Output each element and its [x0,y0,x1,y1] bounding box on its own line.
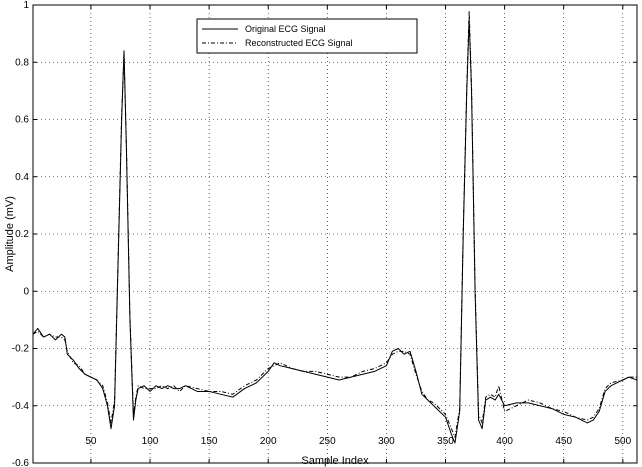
series-line-original [32,18,638,444]
x-tick-label: 100 [142,436,159,447]
y-tick-label: 0.4 [15,172,29,183]
series-line-reconstructed [32,10,637,438]
x-tick-label: 350 [437,436,454,447]
y-tick-label: -0.2 [12,344,30,355]
x-tick-label: 50 [85,436,97,447]
ticks: 50 100 150 200 250 300 350 400 450 500 -0.6 -0.4 -0.… [12,0,637,467]
x-tick-label: 450 [555,436,572,447]
x-tick-label: 250 [319,436,336,447]
y-tick-label: -0.4 [12,401,30,412]
y-tick-label: -0.6 [12,458,30,467]
x-axis-title: Sample Index [301,455,369,467]
y-tick-label: 0.8 [15,57,29,68]
y-tick-label: 0.6 [15,115,29,126]
grid [33,4,637,464]
x-tick-label: 150 [201,436,218,447]
legend: Original ECG Signal Reconstructed ECG Si… [196,18,418,54]
y-axis-title: Amplitude (mV) [4,196,16,272]
legend-box [196,18,418,54]
y-tick-label: 0 [23,286,29,297]
legend-label-original: Original ECG Signal [245,24,326,34]
x-tick-label: 200 [260,436,277,447]
y-tick-label: 1 [23,0,29,11]
x-tick-label: 500 [614,436,631,447]
y-tick-label: 0.2 [15,229,29,240]
legend-label-reconstructed: Reconstructed ECG Signal [245,38,353,48]
series-layer [32,10,638,444]
x-tick-label: 400 [496,436,513,447]
x-tick-label: 300 [378,436,395,447]
